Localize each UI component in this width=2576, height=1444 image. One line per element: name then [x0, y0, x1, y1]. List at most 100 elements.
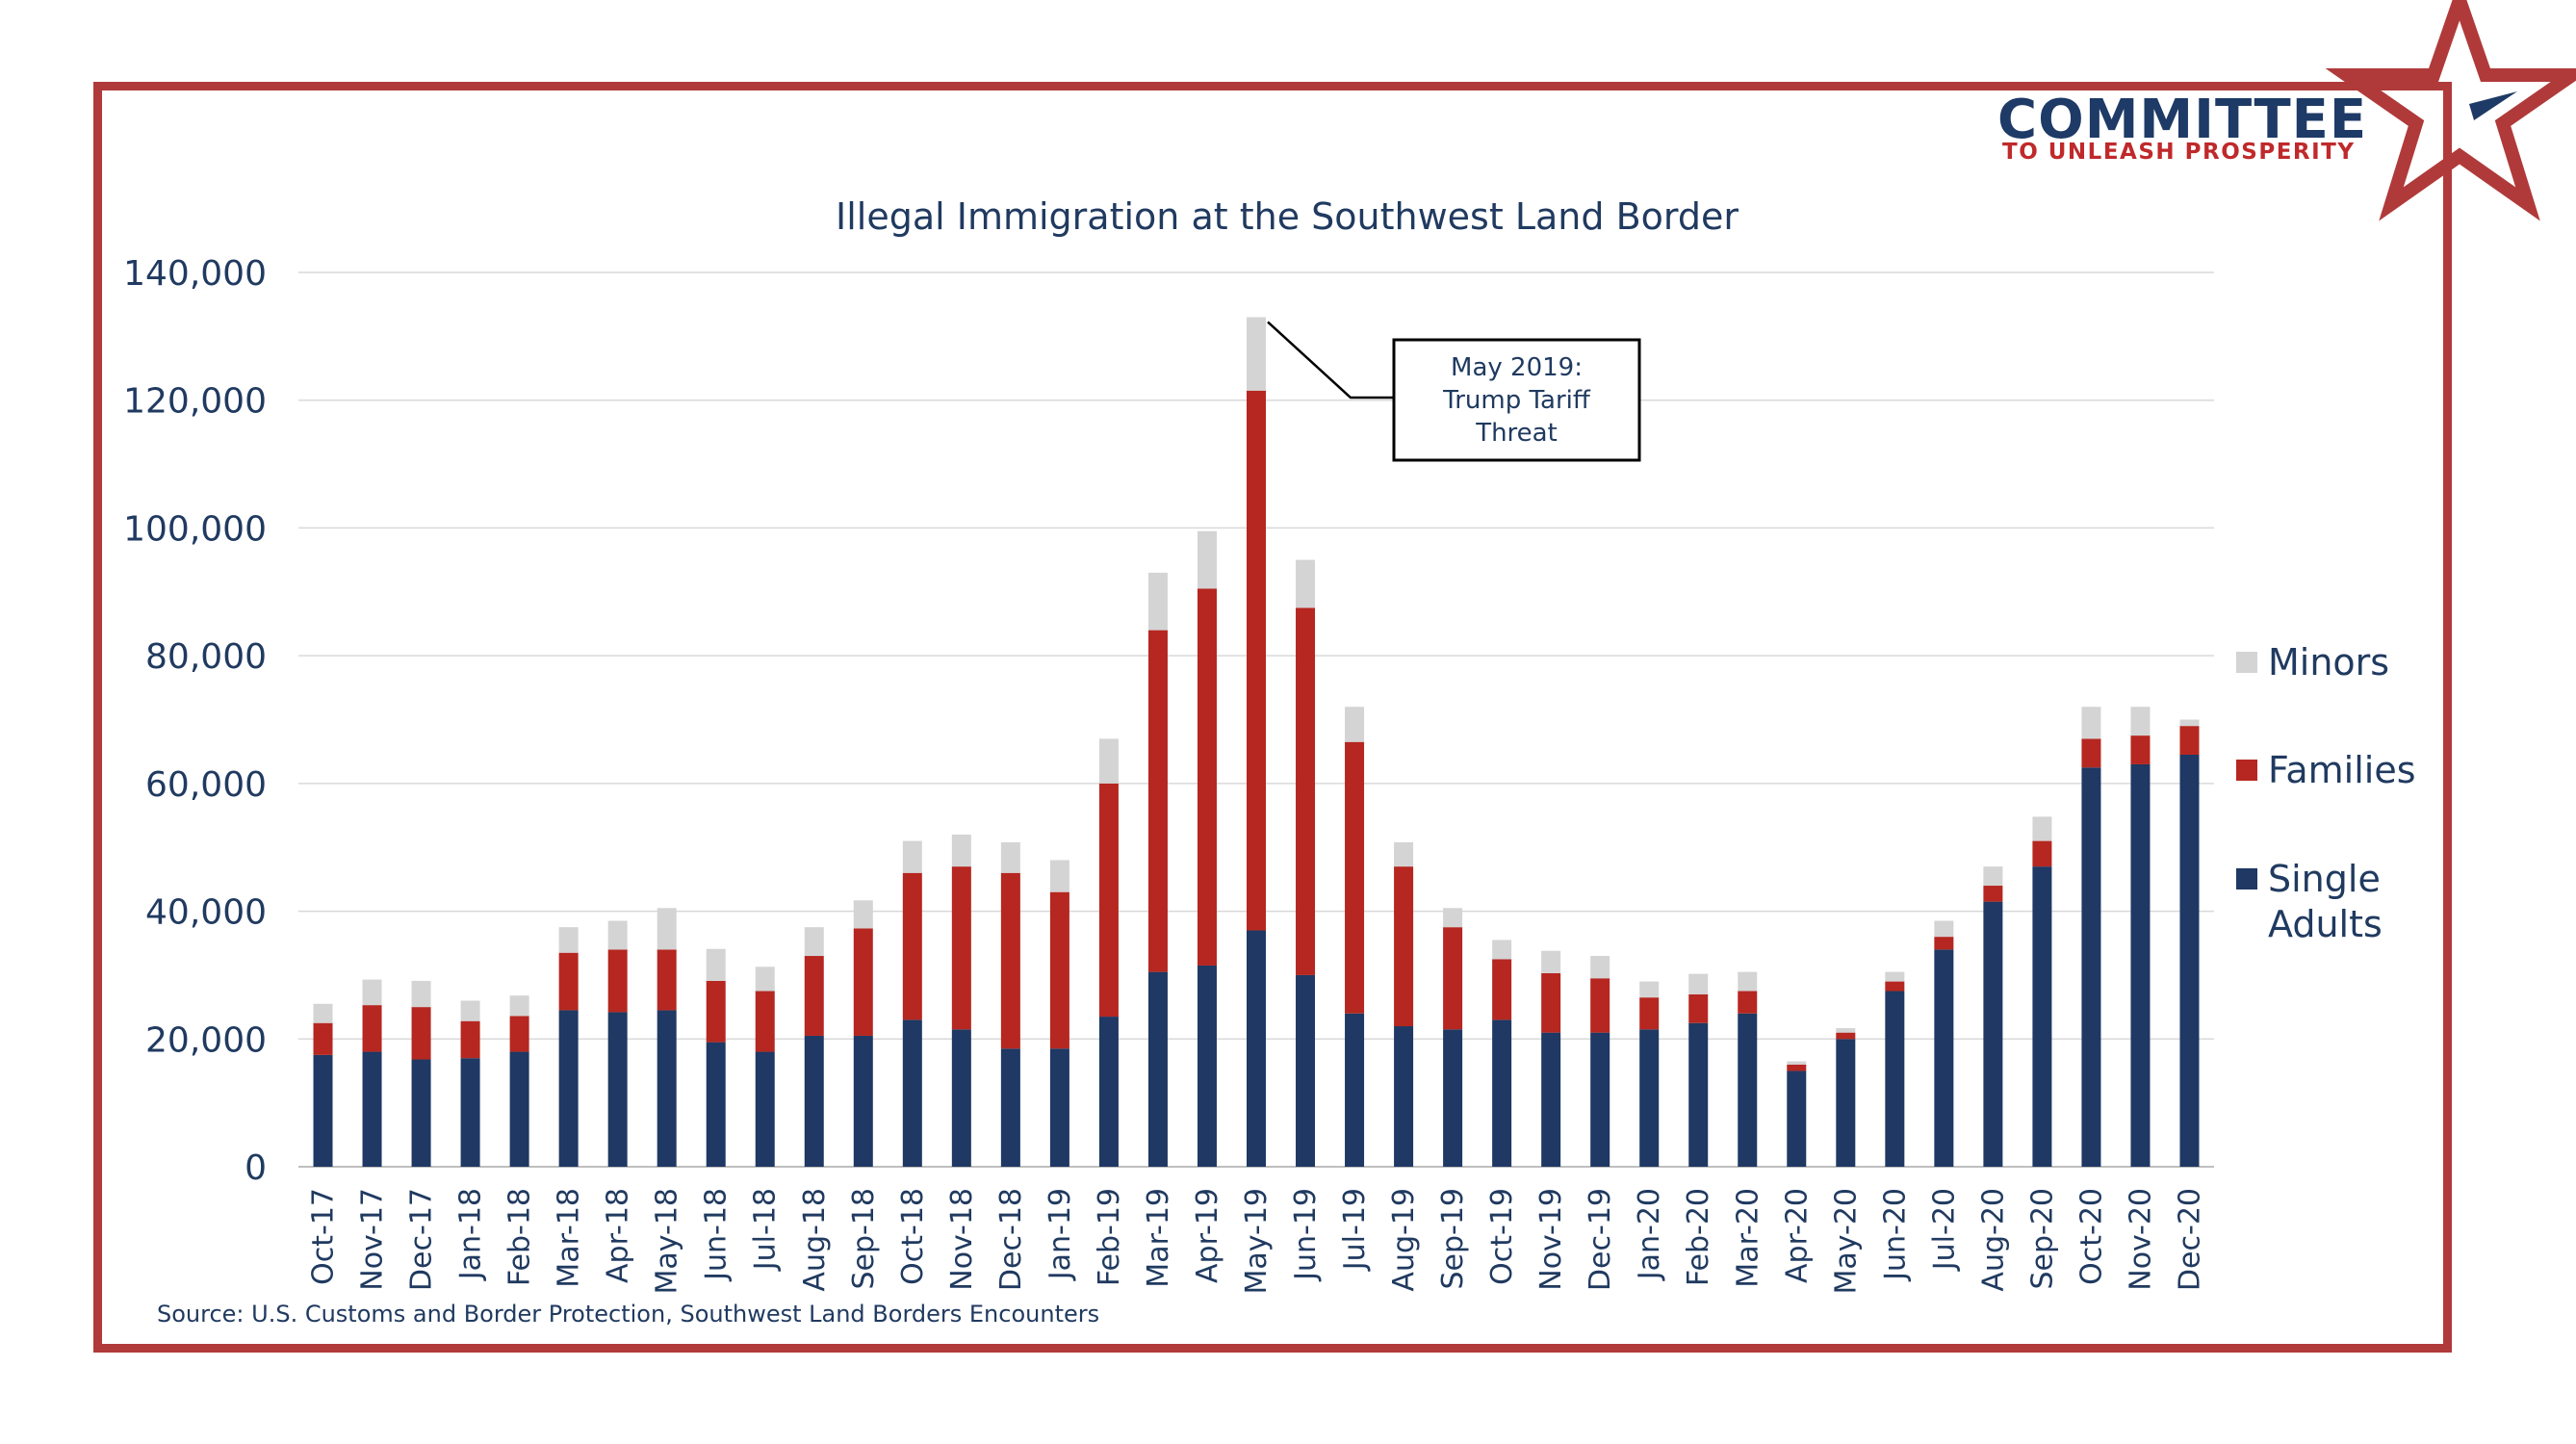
bar-segment — [1492, 959, 1512, 1020]
bar-segment — [1049, 891, 1069, 1049]
bar-segment — [1049, 1048, 1069, 1167]
bars — [313, 317, 2200, 1167]
bar-segment — [1098, 1017, 1119, 1167]
bar-segment — [2032, 816, 2052, 841]
x-tick-label: Nov-19 — [1534, 1188, 1568, 1291]
bar-segment — [2179, 754, 2200, 1167]
bar-segment — [1983, 866, 2003, 887]
x-tick-label: Jul-19 — [1338, 1188, 1372, 1272]
bar-segment — [1296, 974, 1316, 1167]
x-tick-label: Sep-18 — [847, 1188, 881, 1290]
bar-segment — [313, 1054, 333, 1167]
bar-segment — [755, 991, 775, 1052]
bar-segment — [1885, 971, 1905, 982]
x-tick-label: Aug-19 — [1387, 1188, 1421, 1292]
bar-segment — [1836, 1032, 1856, 1040]
legend-label: Families — [2268, 749, 2416, 791]
x-tick-label: Mar-18 — [553, 1188, 586, 1288]
bar-segment — [1738, 1013, 1758, 1167]
legend-swatch — [2236, 652, 2257, 673]
bar-segment — [1000, 841, 1020, 873]
bar-segment — [1000, 1048, 1020, 1167]
bar-segment — [1443, 908, 1463, 928]
x-tick-label: Nov-17 — [356, 1188, 390, 1291]
legend-swatch — [2236, 868, 2257, 890]
bar-segment — [607, 920, 628, 950]
x-tick-label: Sep-20 — [2025, 1188, 2059, 1290]
bar-segment — [2179, 719, 2200, 727]
bar-segment — [362, 1005, 382, 1052]
bar-segment — [1934, 920, 1954, 938]
x-tick-label: May-20 — [1829, 1188, 1863, 1295]
bar-segment — [1934, 949, 1954, 1167]
bar-segment — [804, 927, 824, 957]
bar-segment — [951, 1029, 971, 1167]
bar-segment — [1147, 630, 1168, 972]
bar-segment — [411, 980, 431, 1008]
bar-segment — [951, 834, 971, 867]
bar-segment — [509, 1051, 529, 1167]
bar-segment — [1394, 841, 1414, 867]
bar-segment — [2130, 707, 2151, 736]
bar-segment — [2130, 763, 2151, 1167]
bar-segment — [1147, 572, 1168, 631]
annotation-text: Threat — [1475, 419, 1558, 448]
bar-segment — [558, 927, 579, 953]
x-axis: Oct-17 Nov-17 Dec-17 Jan-18 Feb-18 Mar-18 Apr-… — [307, 1188, 2207, 1295]
y-tick-label: 0 — [245, 1148, 267, 1188]
bar-segment — [1885, 981, 1905, 992]
bar-segment — [1836, 1039, 1856, 1167]
bar-segment — [2130, 735, 2151, 764]
bar-segment — [755, 1051, 775, 1167]
bar-segment — [804, 1035, 824, 1167]
x-tick-label: Aug-20 — [1976, 1188, 2010, 1292]
y-tick-label: 60,000 — [145, 765, 267, 805]
bar-segment — [1787, 1070, 1807, 1167]
bar-segment — [1688, 993, 1709, 1023]
bar-segment — [362, 1051, 382, 1167]
bar-segment — [509, 1016, 529, 1052]
bar-segment — [1247, 317, 1266, 391]
bar-segment — [706, 948, 726, 981]
x-tick-label: Jun-19 — [1289, 1188, 1323, 1282]
x-tick-label: Mar-20 — [1731, 1188, 1765, 1288]
bar-segment — [657, 1010, 677, 1167]
bar-segment — [1197, 588, 1217, 966]
bar-segment — [1247, 390, 1266, 931]
x-tick-label: Aug-18 — [798, 1188, 832, 1292]
bar-segment — [1492, 940, 1512, 960]
x-tick-label: Dec-19 — [1584, 1188, 1617, 1291]
x-tick-label: Sep-19 — [1436, 1188, 1470, 1290]
bar-segment — [607, 949, 628, 1013]
bar-segment — [411, 1007, 431, 1060]
x-tick-label: Dec-17 — [405, 1188, 439, 1291]
bar-segment — [853, 1035, 873, 1167]
bar-segment — [1049, 860, 1069, 892]
x-tick-label: Jan-18 — [454, 1188, 488, 1281]
bar-segment — [1688, 973, 1709, 994]
bar-segment — [1296, 559, 1316, 608]
bar-segment — [1983, 901, 2003, 1167]
bar-segment — [1885, 991, 1905, 1167]
bar-segment — [313, 1022, 333, 1055]
bar-segment — [460, 1020, 480, 1059]
bar-segment — [1541, 1032, 1561, 1167]
x-tick-label: Apr-18 — [602, 1188, 635, 1283]
x-tick-label: Jul-18 — [749, 1188, 783, 1272]
bar-segment — [1147, 971, 1168, 1167]
bar-segment — [558, 1010, 579, 1167]
chart-title: Illegal Immigration at the Southwest Lan… — [836, 195, 1739, 238]
bar-segment — [804, 956, 824, 1036]
bar-segment — [1197, 530, 1217, 589]
chart-frame — [93, 82, 2452, 1353]
x-tick-label: Nov-18 — [945, 1188, 979, 1291]
bar-segment — [1590, 956, 1610, 979]
bar-segment — [2081, 738, 2101, 768]
legend-label: Single — [2268, 858, 2381, 900]
bar-segment — [1738, 971, 1758, 992]
bar-segment — [460, 1058, 480, 1167]
bar-segment — [1688, 1022, 1709, 1167]
bar-segment — [755, 967, 775, 992]
y-axis: 0 20,000 40,000 60,000 80,000 100,000 120,000 1… — [123, 254, 267, 1188]
